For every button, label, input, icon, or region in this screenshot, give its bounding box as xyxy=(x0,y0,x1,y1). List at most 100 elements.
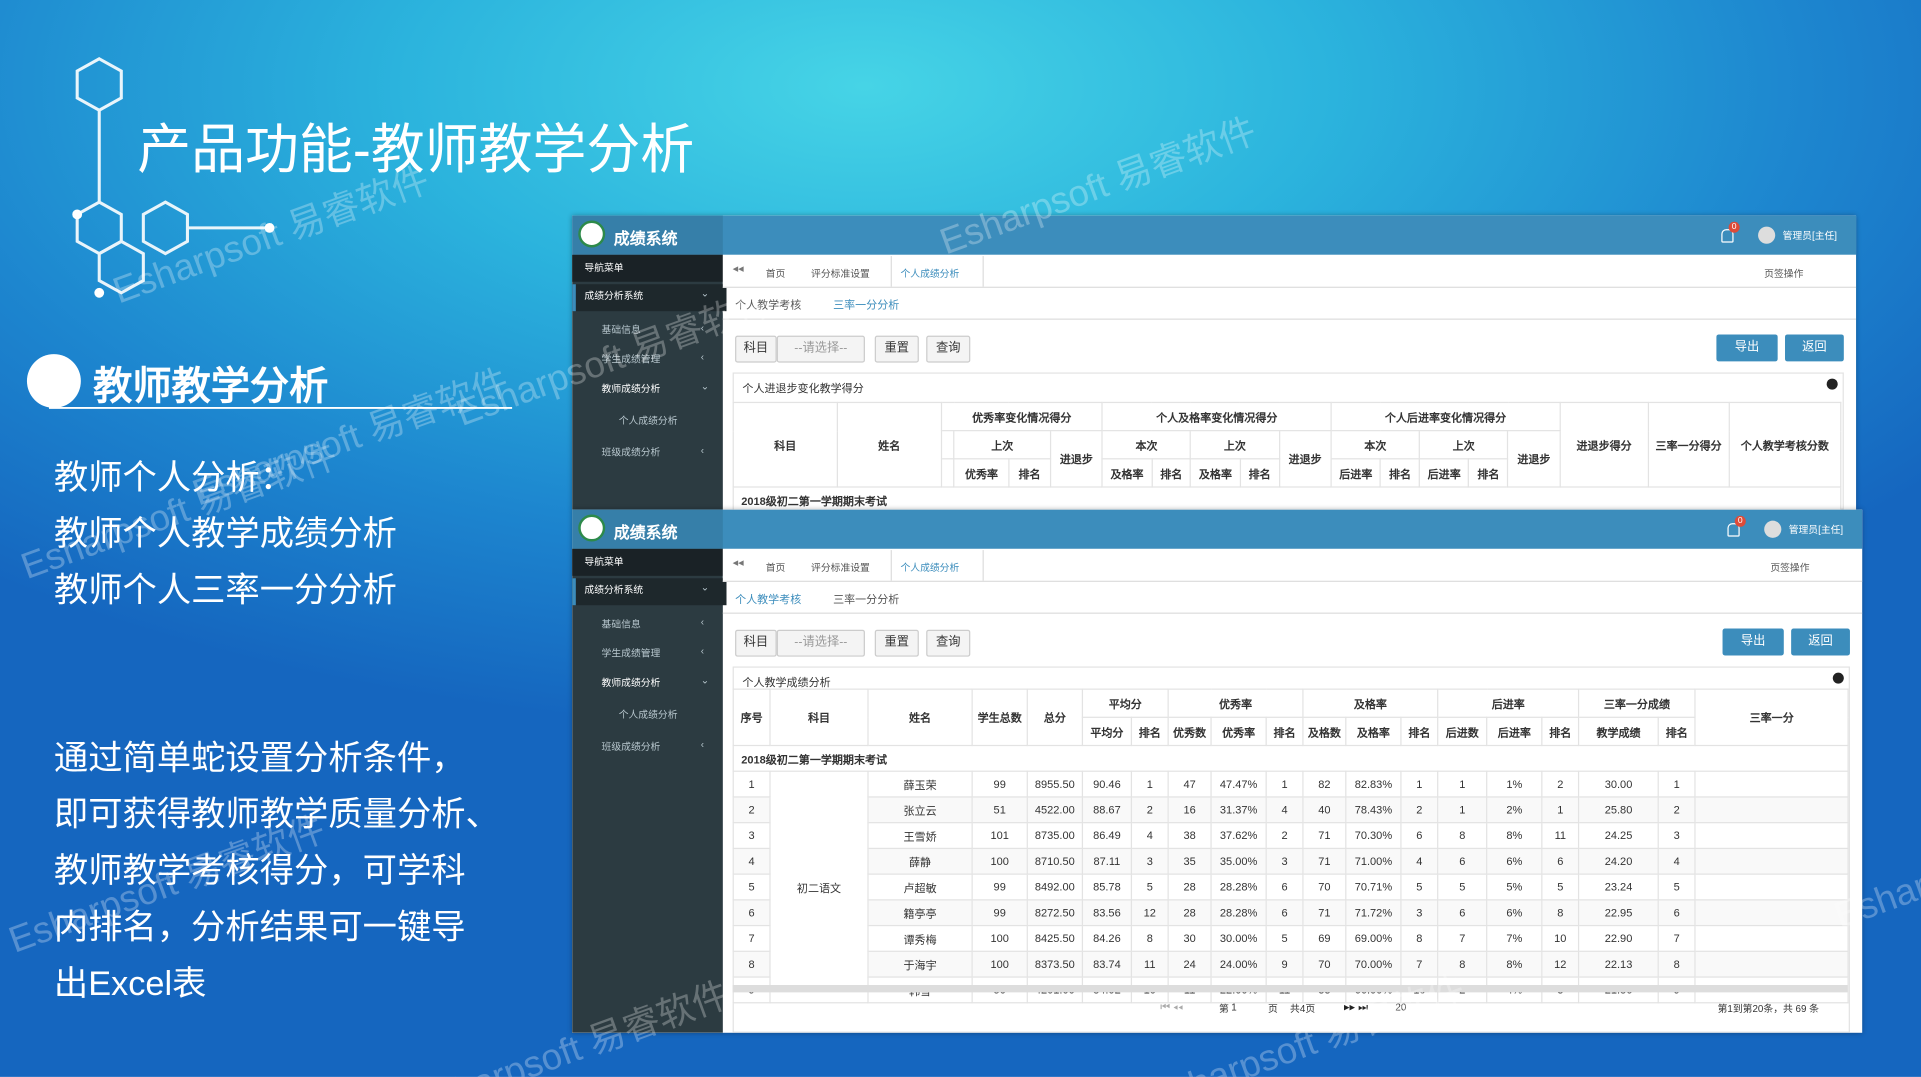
table-cell: 70.71% xyxy=(1345,873,1402,901)
pager-page[interactable]: 1 xyxy=(1231,1002,1237,1014)
table-cell: 16 xyxy=(1167,796,1212,824)
bell xyxy=(1721,229,1734,243)
menu-item: 成绩分析系统 xyxy=(584,584,644,596)
app-screen: 成绩系统 0 管理员[主任] 导航菜单 成绩分析系统 ⌄ 基础信息 ‹ 学生成绩管理 ‹ 教师成绩分… xyxy=(572,509,1863,1033)
table-cell: 70 xyxy=(1302,950,1347,978)
table-cell xyxy=(1694,770,1849,798)
page-ops: 页签操作 xyxy=(1764,268,1804,280)
table-cell: 8 xyxy=(1437,950,1488,978)
table-cell: 22.13 xyxy=(1578,950,1659,978)
menu-caret: ⌄ xyxy=(700,287,709,299)
tab[interactable]: 首页 xyxy=(765,562,786,574)
tab[interactable]: 个人成绩分析 xyxy=(900,268,960,280)
subtab[interactable]: 个人教学考核 xyxy=(735,592,802,606)
table-cell: 71 xyxy=(1302,847,1347,875)
pager-pages: 共4页 xyxy=(1290,1003,1316,1015)
menu-item: 个人成绩分析 xyxy=(618,415,678,427)
menu-caret: ‹ xyxy=(700,322,705,334)
slide-title: 产品功能-教师教学分析 xyxy=(137,120,695,181)
table-header: 序号 科目 姓名 学生总数 总分 平均分 优秀率 及格率 后进率 三率一分成绩 三率一分 平均分 排名优… xyxy=(732,688,1849,747)
badge: 0 xyxy=(1734,515,1746,527)
table-cell xyxy=(1694,796,1849,824)
back-button[interactable]: 返回 xyxy=(1791,628,1850,656)
subtab[interactable]: 三率一分分析 xyxy=(833,298,900,312)
tab[interactable]: 评分标准设置 xyxy=(811,268,870,280)
table-cell: 40 xyxy=(1302,796,1347,824)
table-cell: 4522.00 xyxy=(1026,796,1084,824)
header-cell: 科目 xyxy=(769,688,869,747)
tab[interactable]: 个人成绩分析 xyxy=(900,562,960,574)
subtab[interactable]: 个人教学考核 xyxy=(735,298,802,312)
table-cell: 4 xyxy=(1400,847,1439,875)
header-cell: 及格率 xyxy=(1190,458,1241,488)
table-cell: 薛玉荣 xyxy=(867,770,973,798)
table-cell: 3 xyxy=(1265,847,1304,875)
intro-line: 教师个人三率一分分析 xyxy=(53,570,397,609)
header-cell: 排名 xyxy=(1008,458,1051,488)
tab[interactable]: 首页 xyxy=(765,268,786,280)
badge: 0 xyxy=(1728,221,1740,233)
table-cell: 2 xyxy=(1400,796,1439,824)
panel-toggle xyxy=(1826,378,1838,390)
table-cell: 30 xyxy=(1167,924,1212,952)
export-button[interactable]: 导出 xyxy=(1722,628,1784,656)
table-cell: 88.67 xyxy=(1081,796,1133,824)
table-cell: 4 xyxy=(1657,847,1696,875)
table-cell: 1 xyxy=(1657,770,1696,798)
data-table: 科目 姓名 优秀率变化情况得分 个人及格率变化情况得分 个人后进率变化情况得分 进退步得分… xyxy=(732,401,1842,510)
table-cell: 28.28% xyxy=(1210,873,1267,901)
header-cell xyxy=(940,458,955,488)
table-cell: 谭秀梅 xyxy=(867,924,973,952)
reset-button[interactable]: 重置 xyxy=(874,335,919,363)
table-cell: 5% xyxy=(1486,873,1543,901)
pager-first: ⏮ ◂◂ xyxy=(1160,1000,1184,1014)
logo xyxy=(578,220,606,248)
header-cell: 平均分 xyxy=(1081,688,1169,718)
table-cell: 6 xyxy=(1265,899,1304,927)
header-cell: 个人后进率变化情况得分 xyxy=(1330,401,1561,432)
table-cell: 1 xyxy=(1437,796,1488,824)
table-cell: 11 xyxy=(1130,950,1169,978)
header-cell: 优秀率 xyxy=(953,458,1010,488)
table-cell: 28 xyxy=(1167,899,1212,927)
table-cell: 3 xyxy=(1400,899,1439,927)
table-cell xyxy=(1694,847,1849,875)
reset-button[interactable]: 重置 xyxy=(874,629,919,657)
table-cell: 37.62% xyxy=(1210,822,1267,850)
description-line: 即可获得教师教学质量分析、 xyxy=(53,795,500,834)
sidebar xyxy=(572,548,723,1033)
menu-item: 班级成绩分析 xyxy=(601,447,661,459)
table-row: 3 王雪娇 101 8735.00 86.49 4 38 37.62% 2 71 70.30% 6 8 8… xyxy=(732,822,1849,850)
header-cell: 及格率 xyxy=(1345,716,1402,747)
query-button[interactable]: 查询 xyxy=(926,335,971,363)
table-cell: 86.49 xyxy=(1081,822,1133,850)
table-cell: 85.78 xyxy=(1081,873,1133,901)
subject-select[interactable]: --请选择-- xyxy=(776,629,865,657)
menu-caret: ‹ xyxy=(700,645,705,657)
table-cell: 6 xyxy=(1400,822,1439,850)
hexagon-decoration xyxy=(72,57,275,298)
tab[interactable]: 评分标准设置 xyxy=(811,562,870,574)
user-name: 管理员[主任] xyxy=(1782,230,1838,242)
description-line: 出Excel表 xyxy=(53,964,207,1003)
table-row: 1 初二语文 薛玉荣 99 8955.50 90.46 1 47 47.47% 1 82 82.83%… xyxy=(732,770,1849,1004)
pager-size[interactable]: 20 xyxy=(1395,1002,1407,1014)
menu-item: 学生成绩管理 xyxy=(601,354,661,366)
table-cell: 71.00% xyxy=(1345,847,1402,875)
back-button[interactable]: 返回 xyxy=(1785,334,1844,362)
scrollbar xyxy=(732,985,1848,993)
header-cell: 排名 xyxy=(1151,458,1192,488)
nav-title: 导航菜单 xyxy=(572,254,723,282)
description-line: 通过简单蛇设置分析条件， xyxy=(53,738,466,777)
subtab[interactable]: 三率一分分析 xyxy=(833,592,900,606)
menu-active xyxy=(572,578,727,606)
header-cell: 个人及格率变化情况得分 xyxy=(1101,401,1332,432)
table-cell: 5 xyxy=(1130,873,1169,901)
header-cell: 优秀率变化情况得分 xyxy=(940,401,1103,432)
header-cell: 平均分 xyxy=(1081,716,1133,747)
query-button[interactable]: 查询 xyxy=(926,629,971,657)
top-bar xyxy=(572,509,1863,549)
subject-select[interactable]: --请选择-- xyxy=(776,335,865,363)
export-button[interactable]: 导出 xyxy=(1716,334,1778,362)
header-row: 上次 进退步 本次 上次 进退步 本次 上次 进退步 xyxy=(733,430,1841,488)
